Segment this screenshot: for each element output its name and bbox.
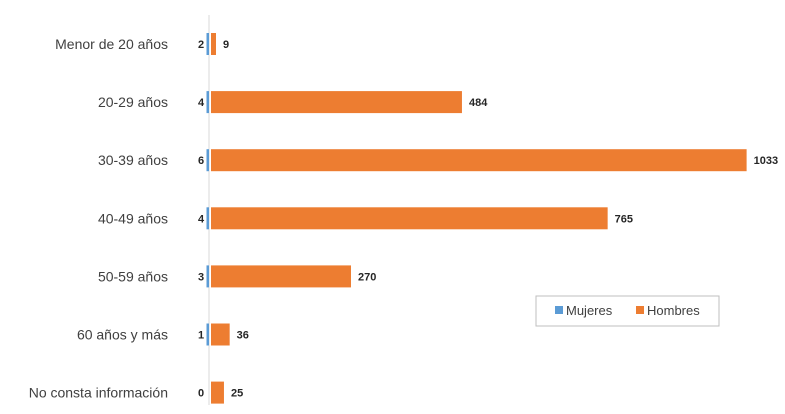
category-label: Menor de 20 años [55,36,168,52]
value-label-hombres: 9 [223,39,229,51]
value-label-mujeres: 0 [198,388,204,400]
value-label-hombres: 36 [237,330,249,342]
category-label: No consta información [29,385,168,401]
legend-box [535,295,720,327]
value-label-hombres: 765 [615,213,633,225]
legend-swatch-hombres [636,306,644,314]
bars-layer [206,33,747,404]
value-label-mujeres: 4 [198,97,205,109]
bar-hombres [211,91,462,114]
value-label-mujeres: 6 [198,155,204,167]
bar-hombres [211,207,608,230]
bar-mujeres [206,265,209,288]
category-label: 20-29 años [98,94,168,110]
bar-hombres [211,381,224,404]
value-label-hombres: 25 [231,388,243,400]
value-label-hombres: 270 [358,271,376,283]
value-label-hombres: 484 [469,97,488,109]
legend-label-mujeres: Mujeres [566,303,613,318]
legend-label-hombres: Hombres [647,303,700,318]
bar-hombres [211,149,747,172]
bar-mujeres [206,91,209,114]
bar-mujeres [206,33,209,55]
value-label-mujeres: 3 [198,271,204,283]
category-label: 30-39 años [98,152,168,168]
category-label: 50-59 años [98,268,168,284]
bar-hombres [211,33,216,55]
bar-mujeres [206,207,209,230]
category-label: 40-49 años [98,210,168,226]
category-label: 60 años y más [77,327,168,343]
bar-hombres [211,265,351,288]
bar-mujeres [206,149,209,172]
labels-layer: Menor de 20 años 2 9 20-29 años 4 484 30-39 añ… [29,36,778,401]
legend-swatch-mujeres [555,306,563,314]
value-label-hombres: 1033 [754,155,778,167]
value-label-mujeres: 4 [198,213,205,225]
value-label-mujeres: 1 [198,330,204,342]
value-label-mujeres: 2 [198,39,204,51]
bar-hombres [211,323,230,346]
bar-mujeres [206,323,209,346]
legend: Mujeres Hombres [535,295,720,327]
